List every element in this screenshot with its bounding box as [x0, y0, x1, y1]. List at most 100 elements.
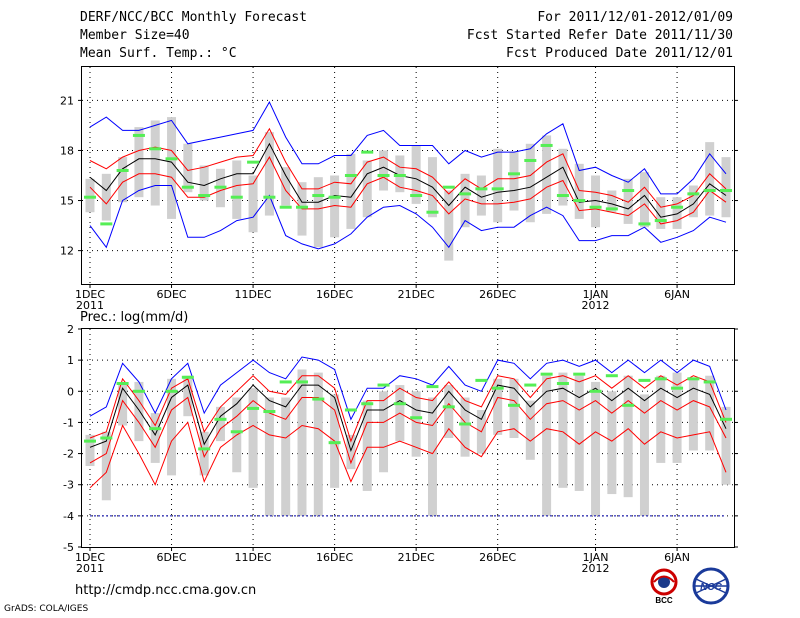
spread-box	[427, 397, 437, 516]
y-tick: 1	[67, 354, 738, 367]
member-mark	[687, 192, 700, 196]
spread-box	[656, 375, 666, 463]
member-mark	[198, 194, 211, 198]
member-mark	[214, 185, 227, 189]
member-mark	[622, 189, 635, 193]
spread-box	[134, 381, 144, 442]
x-tick: 6JAN	[664, 284, 690, 301]
spread-box	[411, 145, 421, 204]
member-mark	[671, 205, 684, 209]
series-min-line	[89, 421, 727, 489]
member-mark	[589, 389, 602, 393]
member-mark	[132, 389, 145, 393]
spread-box	[639, 394, 649, 516]
member-mark	[100, 436, 113, 440]
spread-box	[672, 372, 682, 463]
member-mark	[491, 187, 504, 191]
forecast-started-date: Fcst Started Refer Date 2011/11/30	[466, 28, 733, 43]
spread-box	[525, 400, 535, 460]
x-tick-label: 1DEC	[75, 551, 105, 564]
y-tick-label: -1	[63, 416, 74, 429]
x-tick: 21DEC	[398, 284, 435, 301]
spread-box	[623, 178, 633, 224]
series-lower-line	[89, 156, 727, 225]
member-mark	[181, 185, 194, 189]
member-mark	[247, 406, 260, 410]
spread-box	[721, 406, 731, 485]
member-mark	[328, 195, 341, 199]
member-mark	[100, 222, 113, 226]
chart-title: DERF/NCC/BCC Monthly Forecast	[80, 10, 307, 25]
member-mark	[703, 380, 716, 384]
member-mark	[703, 189, 716, 193]
spread-box	[118, 157, 128, 203]
member-mark	[573, 199, 586, 203]
member-mark	[377, 174, 390, 177]
spread-box	[85, 434, 95, 467]
member-mark	[263, 195, 276, 199]
series-upper-line	[89, 127, 727, 208]
member-mark	[84, 195, 96, 199]
source-url[interactable]: http://cmdp.ncc.cma.gov.cn	[75, 583, 257, 598]
member-mark	[214, 417, 227, 421]
spread-box	[721, 157, 731, 218]
member-mark	[459, 422, 472, 426]
member-mark	[605, 207, 618, 211]
spread-box	[232, 160, 242, 219]
member-mark	[638, 378, 651, 382]
spread-box	[607, 391, 617, 495]
y-tick-label: 15	[60, 195, 74, 208]
member-mark	[687, 377, 700, 381]
member-mark	[524, 383, 537, 387]
spread-box	[444, 385, 454, 438]
spread-box	[248, 388, 258, 488]
spread-box	[574, 375, 584, 491]
member-mark	[198, 447, 211, 451]
spread-box	[672, 197, 682, 229]
series-lower-line	[89, 396, 727, 465]
spread-box	[330, 175, 340, 238]
x-tick-label: 1JAN	[583, 288, 609, 301]
spread-box	[379, 391, 389, 473]
spread-box	[688, 185, 698, 218]
forecast-range: For 2011/12/01-2012/01/09	[537, 10, 733, 25]
spread-box	[150, 413, 160, 463]
grads-credit: GrADS: COLA/IGES	[4, 604, 89, 614]
member-mark	[84, 439, 96, 443]
y-tick: -3	[63, 479, 738, 492]
member-mark	[540, 143, 553, 147]
member-mark	[328, 441, 341, 445]
member-mark	[263, 410, 276, 414]
member-mark	[573, 372, 586, 376]
member-mark	[508, 172, 520, 176]
spread-box	[281, 397, 291, 516]
member-mark	[230, 195, 243, 199]
x-tick: 6JAN	[664, 547, 690, 564]
spread-box	[411, 391, 421, 457]
member-mark	[312, 397, 325, 401]
bcc-logo: BCC	[650, 568, 678, 605]
spread-box	[525, 143, 535, 223]
spread-box	[215, 406, 225, 442]
member-mark	[149, 427, 162, 431]
x-tick: 26DEC	[479, 547, 517, 564]
member-mark	[344, 174, 357, 177]
spread-box	[379, 150, 389, 191]
member-mark	[442, 185, 455, 189]
spread-box	[362, 400, 372, 491]
y-tick: 18	[60, 144, 738, 157]
series-mean-line	[89, 384, 727, 452]
x-tick-label: 11DEC	[235, 551, 272, 564]
member-mark	[556, 194, 569, 198]
member-mark	[442, 405, 455, 409]
spread-box	[281, 167, 291, 206]
series-upper-line	[89, 375, 727, 443]
y-tick-label: -2	[63, 448, 74, 461]
member-mark	[540, 372, 553, 376]
y-tick: 0	[67, 385, 738, 398]
member-mark	[393, 402, 406, 406]
spread-box	[167, 378, 177, 476]
y-tick-label: 21	[60, 94, 74, 107]
